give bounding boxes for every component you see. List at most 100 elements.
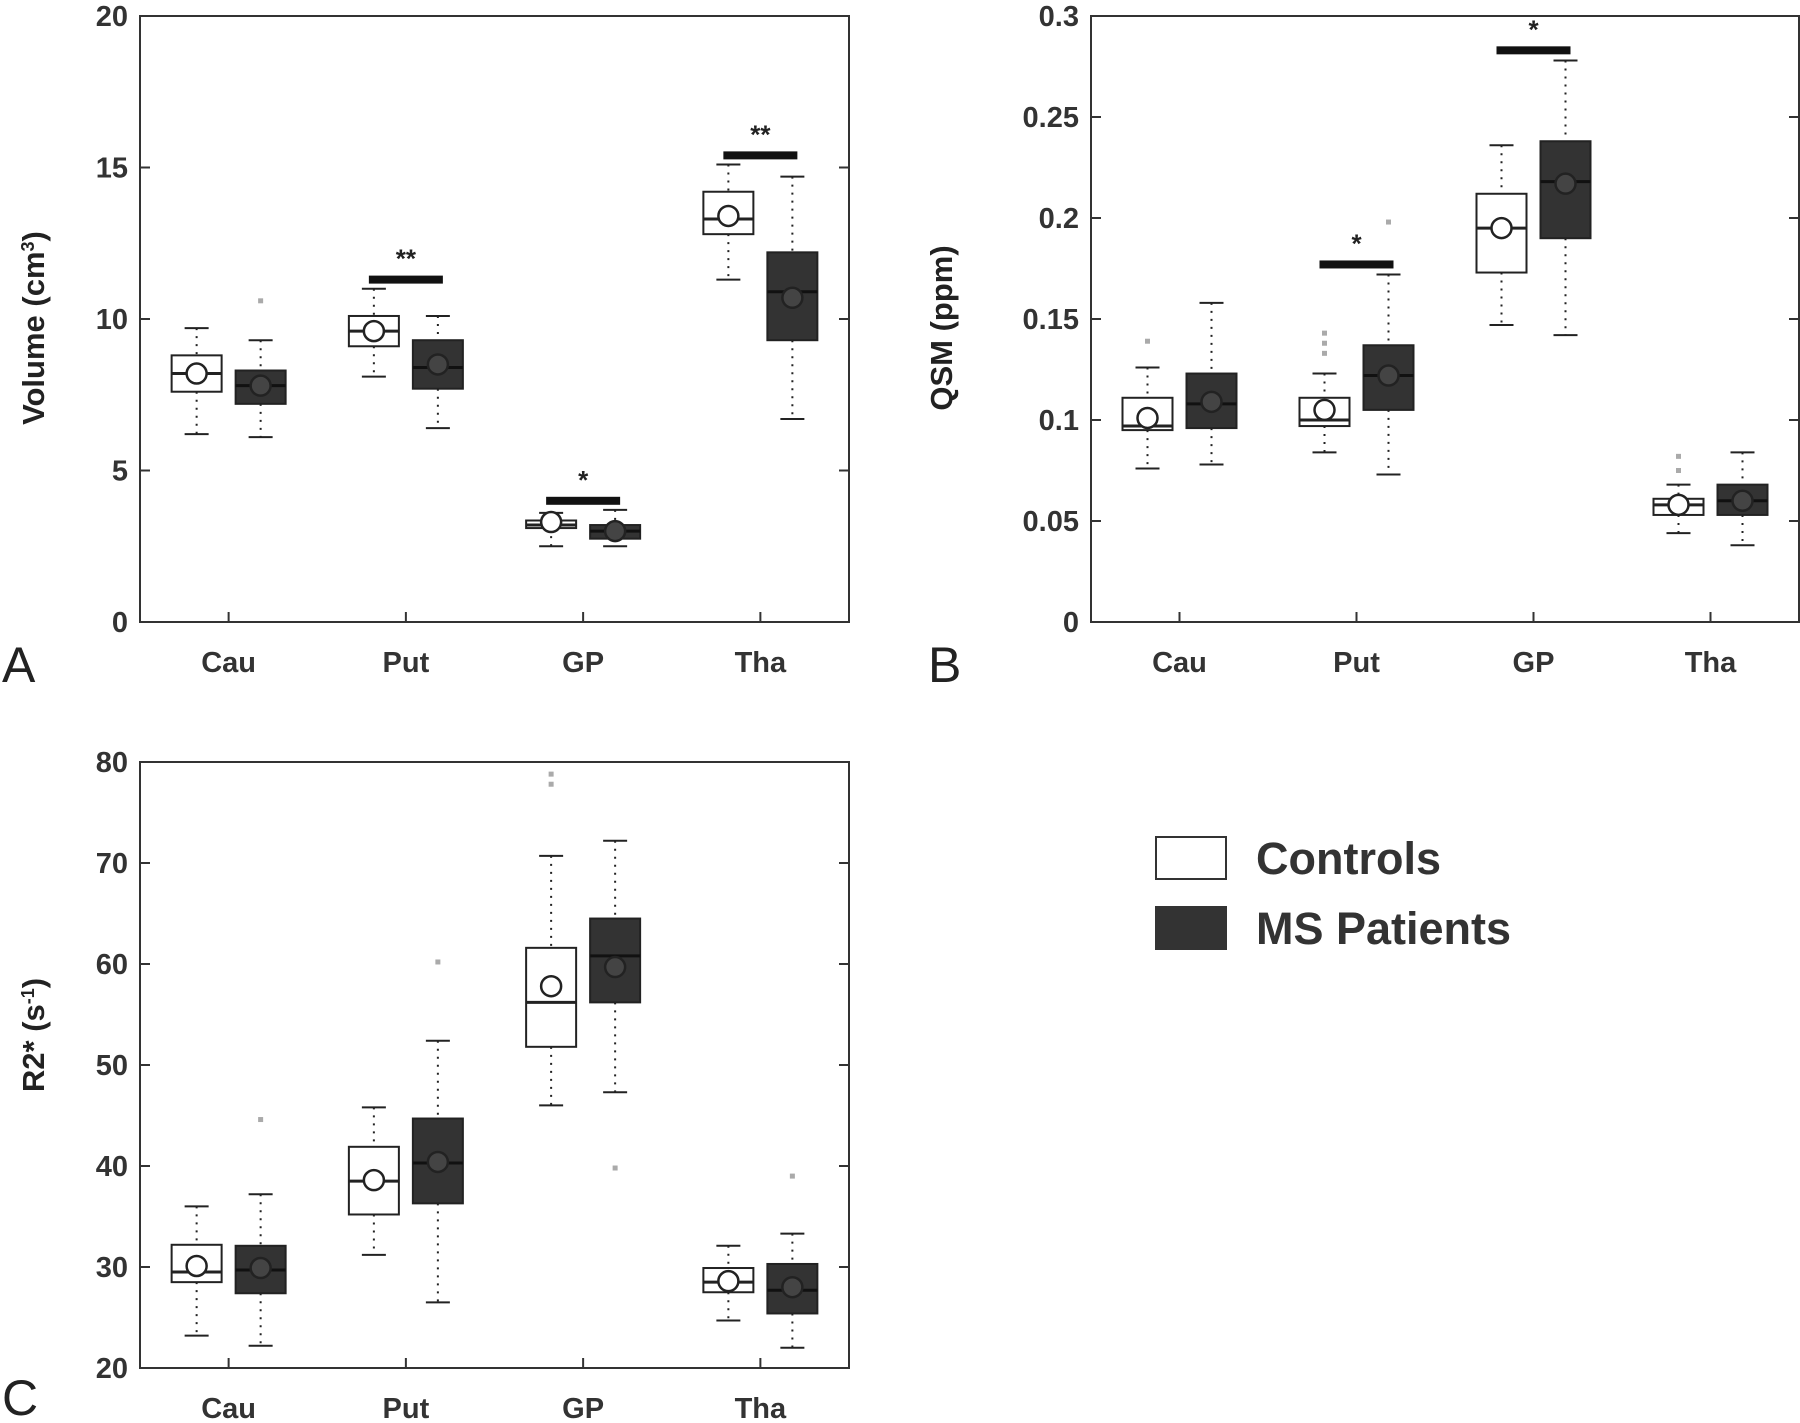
p3-outlier-point — [258, 1117, 264, 1123]
p2-mean-marker — [1313, 398, 1336, 422]
panel-label-b: B — [928, 637, 961, 693]
y-axis-label-a: Volume (cm3) — [16, 231, 51, 425]
p1-mean-marker — [539, 510, 563, 534]
p1-x-tick-label: Put — [383, 647, 430, 679]
y-axis-label-c-tail: ) — [16, 978, 51, 988]
p2-outlier-point — [1322, 350, 1327, 356]
p2-significance-label: * — [1528, 14, 1539, 44]
legend-swatch-ms-patients — [1155, 906, 1227, 950]
p2-x-tick-label: Tha — [1685, 647, 1737, 679]
p3-mean-marker — [362, 1168, 386, 1192]
p3-x-tick-label: Tha — [735, 1393, 787, 1423]
legend-label-ms-patients: MS Patients — [1256, 903, 1511, 954]
p3-y-tick-label: 60 — [96, 949, 128, 981]
p1-x-tick-label: Tha — [735, 647, 787, 679]
p1-y-tick-label: 5 — [112, 456, 128, 488]
p3-mean-marker — [539, 974, 563, 998]
y-axis-label-a-tail: ) — [16, 231, 51, 241]
p3-mean-marker — [185, 1254, 208, 1278]
panel-label-c: C — [2, 1370, 38, 1423]
p3-x-tick-label: Put — [383, 1393, 430, 1423]
p2-outlier-point — [1322, 340, 1327, 346]
y-axis-label-a-text: Volume (cm — [16, 251, 51, 424]
p2-x-tick-label: Cau — [1152, 647, 1207, 679]
p1-y-tick-label: 10 — [96, 304, 128, 336]
legend: Controls MS Patients — [1155, 833, 1511, 954]
p3-outlier-point — [548, 771, 554, 777]
panel-c: C R2* (s-1) 20 30 40 50 60 70 80 Cau Put GP Tha — [2, 747, 850, 1423]
y-axis-label-c-sup: -1 — [18, 988, 38, 1004]
p2-y-tick-label: 0.3 — [1039, 1, 1079, 33]
p2-mean-marker — [1731, 489, 1754, 513]
panel-label-a: A — [2, 637, 36, 693]
p3-outlier-point — [612, 1165, 618, 1171]
p3-y-tick-label: 30 — [96, 1252, 128, 1284]
p3-outlier-point — [435, 959, 441, 965]
p1-mean-marker — [249, 374, 272, 397]
p1-significance-label: * — [578, 465, 589, 495]
p3-mean-marker — [781, 1275, 804, 1299]
p2-outlier-point — [1386, 219, 1391, 225]
p3-outlier-point — [789, 1173, 795, 1179]
y-axis-label-a-sup: 3 — [18, 241, 38, 251]
p3-mean-marker — [249, 1256, 272, 1280]
p2-outlier-point — [1322, 330, 1327, 336]
p1-mean-marker — [717, 204, 740, 228]
p1-y-tick-label: 0 — [112, 607, 128, 639]
p2-significance-label: * — [1351, 228, 1362, 258]
p1-significance-bar — [723, 151, 798, 160]
p1-mean-marker — [781, 286, 804, 310]
legend-swatch-controls — [1155, 836, 1227, 880]
p1-y-tick-label: 15 — [96, 153, 128, 185]
p2-y-tick-label: 0.1 — [1039, 405, 1079, 437]
p1-mean-marker — [603, 519, 627, 543]
p2-mean-marker — [1200, 390, 1223, 414]
p3-mean-marker — [717, 1269, 740, 1293]
p1-x-tick-label: Cau — [201, 647, 256, 679]
y-axis-label-b: QSM (ppm) — [924, 245, 959, 410]
p1-mean-marker — [426, 353, 450, 376]
p2-x-tick-label: GP — [1513, 647, 1555, 679]
p3-outlier-point — [548, 781, 554, 787]
p2-mean-marker — [1667, 493, 1690, 517]
p1-significance-bar — [546, 496, 621, 505]
y-axis-label-c-text: R2* (s — [16, 1004, 51, 1092]
p1-significance-label: ** — [396, 244, 417, 274]
p3-y-tick-label: 80 — [96, 747, 128, 779]
p3-x-tick-label: GP — [562, 1393, 604, 1423]
y-axis-label-c: R2* (s-1) — [16, 978, 51, 1092]
p2-y-tick-label: 0.05 — [1023, 506, 1079, 538]
p2-y-tick-label: 0 — [1063, 607, 1079, 639]
p1-mean-marker — [362, 319, 386, 343]
p3-y-tick-label: 20 — [96, 1353, 128, 1385]
p2-outlier-point — [1145, 338, 1150, 344]
p2-y-tick-label: 0.25 — [1023, 102, 1079, 134]
p1-x-tick-label: GP — [562, 647, 604, 679]
p1-outlier-point — [258, 298, 264, 304]
p2-y-tick-label: 0.15 — [1023, 304, 1079, 336]
p3-y-tick-label: 70 — [96, 848, 128, 880]
p2-outlier-point — [1676, 468, 1681, 473]
p2-x-tick-label: Put — [1333, 647, 1380, 679]
y-axis-label-b-text: QSM (ppm) — [924, 245, 959, 410]
p1-significance-label: ** — [750, 119, 771, 149]
p1-box — [766, 251, 819, 342]
p2-y-tick-label: 0.2 — [1039, 203, 1079, 235]
p3-mean-marker — [603, 955, 627, 979]
p2-outlier-point — [1676, 453, 1681, 459]
p2-plot-frame — [1090, 15, 1800, 623]
p3-y-tick-label: 50 — [96, 1050, 128, 1082]
p3-y-tick-label: 40 — [96, 1151, 128, 1183]
p2-mean-marker — [1554, 172, 1577, 195]
p2-significance-bar — [1496, 46, 1571, 55]
p2-significance-bar — [1319, 260, 1394, 269]
p1-plot-frame — [139, 15, 850, 623]
p3-mean-marker — [426, 1150, 450, 1174]
panel-b: B QSM (ppm) 0 0.05 0.1 0.15 0.2 0.25 0.3 Cau Put… — [924, 1, 1800, 693]
p2-mean-marker — [1490, 216, 1513, 240]
p1-significance-bar — [368, 275, 443, 284]
p3-x-tick-label: Cau — [201, 1393, 256, 1423]
p2-mean-marker — [1377, 364, 1400, 387]
